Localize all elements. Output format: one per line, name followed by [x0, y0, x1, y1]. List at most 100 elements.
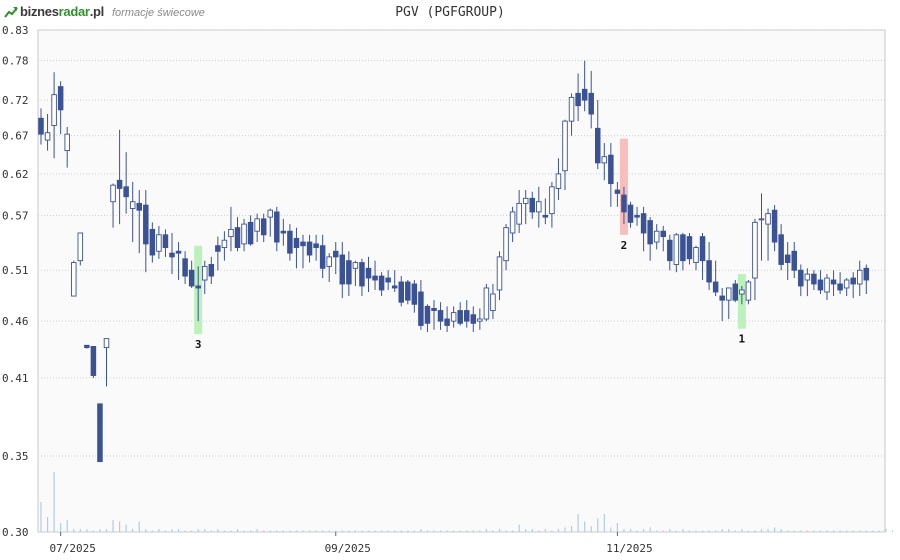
- biznesradar-logo[interactable]: biznes radar .pl: [4, 4, 104, 19]
- candle: [542, 198, 549, 225]
- candle: [693, 245, 699, 271]
- candle-body-up: [653, 230, 660, 243]
- candle-body-down: [863, 267, 870, 281]
- candle-body-down: [38, 117, 44, 135]
- candle-body-down: [333, 250, 339, 258]
- volume-bar: [623, 529, 625, 532]
- candle-body-up: [673, 234, 680, 265]
- candle-body-down: [457, 310, 463, 324]
- candle-body-down: [464, 310, 470, 322]
- volume-bar: [308, 530, 311, 532]
- candle: [378, 272, 385, 297]
- volume-bar: [754, 530, 756, 532]
- candle: [195, 266, 201, 322]
- candle-body-down: [391, 285, 398, 289]
- y-tick-label: 0.46: [2, 315, 29, 328]
- candle-body-down: [699, 236, 706, 262]
- candle-body-up: [726, 287, 732, 301]
- pattern-highlight-2: [619, 138, 628, 235]
- volume-bar: [99, 529, 101, 532]
- y-tick-label: 0.51: [2, 264, 29, 277]
- volume-bar: [701, 530, 704, 532]
- candle: [129, 181, 136, 243]
- candle-body-down: [424, 305, 431, 324]
- candle: [182, 251, 188, 284]
- candle: [287, 224, 293, 261]
- candle-body-down: [247, 221, 254, 245]
- volume-bar: [453, 530, 455, 532]
- volume-bar: [53, 472, 55, 532]
- volume-bar: [806, 530, 808, 532]
- volume-bar: [374, 530, 376, 532]
- volume-bar: [800, 530, 802, 532]
- candle-body-up: [693, 247, 699, 264]
- candle: [424, 304, 431, 332]
- candle-body-up: [752, 221, 758, 279]
- candle: [326, 253, 332, 282]
- volume-bar: [760, 529, 763, 532]
- candle: [470, 306, 477, 332]
- candle: [247, 215, 254, 246]
- candle-body-up: [745, 281, 752, 301]
- candle: [857, 260, 863, 297]
- candle: [496, 251, 503, 301]
- volume-bar: [151, 530, 153, 532]
- candle-body-down: [588, 92, 594, 115]
- candle: [568, 93, 575, 136]
- volume-bar: [426, 530, 429, 532]
- candle: [123, 152, 129, 214]
- candle-body-down: [149, 228, 156, 256]
- candle: [588, 70, 594, 129]
- y-tick-label: 0.30: [2, 526, 29, 539]
- volume-bar: [865, 530, 867, 532]
- candle: [405, 280, 411, 305]
- volume-bar: [263, 530, 265, 532]
- candle: [450, 306, 457, 328]
- volume-bar: [878, 530, 880, 532]
- volume-bar: [715, 530, 717, 532]
- candle-body-up: [536, 201, 542, 213]
- candle: [634, 206, 640, 226]
- volume-bar: [675, 530, 677, 532]
- candle: [300, 234, 306, 269]
- candle-body-down: [784, 254, 791, 264]
- candle-body-down: [470, 314, 477, 324]
- volume-bar: [741, 529, 743, 532]
- volume-bar: [145, 529, 147, 532]
- candle-body-down: [686, 236, 693, 260]
- candle: [850, 272, 856, 299]
- candle-body-up: [77, 232, 84, 262]
- candle-body-down: [57, 86, 64, 111]
- volume-bar: [531, 529, 533, 532]
- candle-body-up: [450, 312, 457, 322]
- volume-bar: [662, 530, 664, 532]
- volume-bar: [322, 530, 324, 532]
- candle: [464, 300, 470, 328]
- volume-bar: [649, 527, 651, 532]
- volume-bar: [210, 530, 212, 532]
- volume-bar: [505, 530, 507, 532]
- candle: [562, 119, 568, 191]
- candle-body-up: [51, 94, 57, 126]
- candle: [319, 234, 326, 279]
- candle-body-up: [129, 201, 136, 209]
- candle: [260, 213, 267, 243]
- candle-body-down: [732, 283, 739, 301]
- candle-body-down: [260, 218, 267, 236]
- volume-bar: [354, 530, 356, 532]
- candle: [333, 242, 339, 275]
- candle: [549, 181, 555, 228]
- candle-body-down: [634, 214, 640, 218]
- candle: [136, 190, 142, 254]
- candle: [798, 264, 804, 297]
- candle-body-down: [300, 241, 306, 247]
- volume-bar: [394, 530, 396, 532]
- volume-bar: [250, 530, 252, 532]
- volume-bar: [236, 529, 239, 532]
- logo-text-pl: .pl: [89, 4, 105, 19]
- volume-bar: [688, 530, 691, 532]
- candle-body-down: [97, 403, 103, 463]
- volume-bar: [125, 524, 127, 532]
- candle-body-up: [110, 184, 116, 203]
- volume-bar: [348, 530, 350, 532]
